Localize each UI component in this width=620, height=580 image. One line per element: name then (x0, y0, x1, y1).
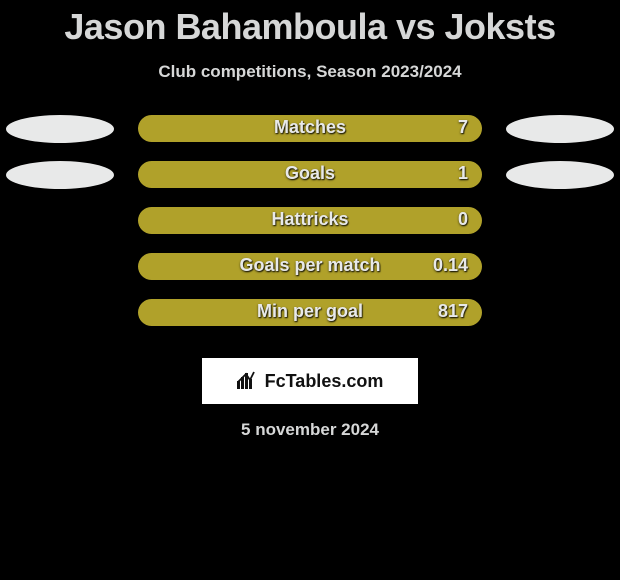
stat-pill: Matches7 (138, 115, 482, 142)
date-label: 5 november 2024 (0, 420, 620, 440)
logo-text: FcTables.com (265, 371, 384, 392)
stat-row: Goals per match0.14 (0, 248, 620, 294)
stat-value: 0.14 (433, 255, 468, 276)
left-ellipse (6, 161, 114, 189)
stat-label: Goals per match (138, 255, 482, 276)
stats-list: Matches7Goals1Hattricks0Goals per match0… (0, 110, 620, 340)
bars-icon (237, 369, 259, 394)
stat-label: Matches (138, 117, 482, 138)
stat-label: Goals (138, 163, 482, 184)
logo-box: FcTables.com (202, 358, 418, 404)
logo: FcTables.com (237, 369, 384, 394)
left-ellipse (6, 115, 114, 143)
stat-row: Hattricks0 (0, 202, 620, 248)
subtitle: Club competitions, Season 2023/2024 (0, 62, 620, 82)
right-ellipse (506, 115, 614, 143)
stat-pill: Hattricks0 (138, 207, 482, 234)
stat-row: Min per goal817 (0, 294, 620, 340)
comparison-card: Jason Bahamboula vs Joksts Club competit… (0, 0, 620, 580)
stat-label: Min per goal (138, 301, 482, 322)
stat-pill: Goals1 (138, 161, 482, 188)
stat-row: Goals1 (0, 156, 620, 202)
stat-value: 1 (458, 163, 468, 184)
right-ellipse (506, 161, 614, 189)
stat-value: 817 (438, 301, 468, 322)
stat-label: Hattricks (138, 209, 482, 230)
stat-row: Matches7 (0, 110, 620, 156)
stat-value: 7 (458, 117, 468, 138)
page-title: Jason Bahamboula vs Joksts (0, 0, 620, 48)
stat-pill: Min per goal817 (138, 299, 482, 326)
stat-pill: Goals per match0.14 (138, 253, 482, 280)
stat-value: 0 (458, 209, 468, 230)
